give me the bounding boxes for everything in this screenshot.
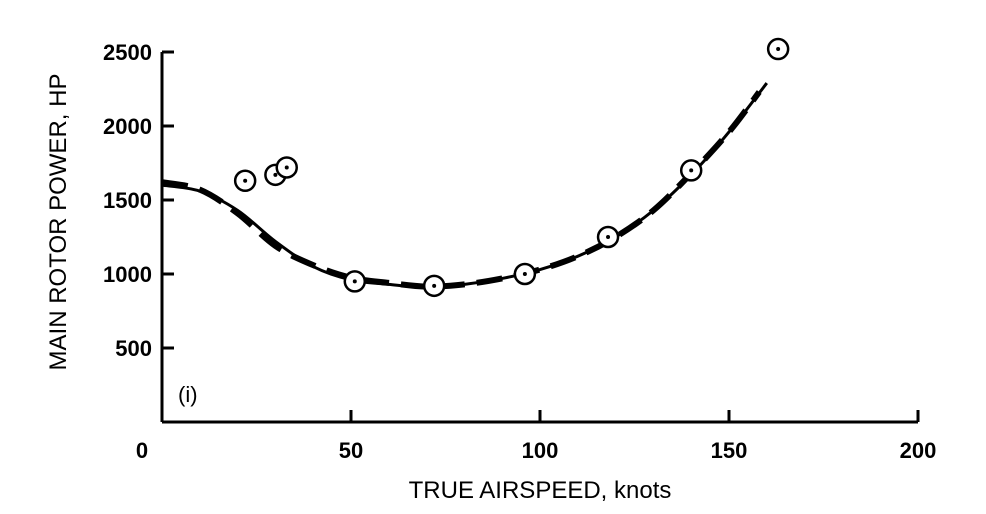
y-tick-label: 2000 <box>103 114 152 139</box>
data-point-center <box>243 178 248 183</box>
dashed-fit-line <box>161 90 762 290</box>
x-tick-label: 0 <box>136 438 148 463</box>
y-tick-label: 500 <box>115 336 152 361</box>
x-axis-title: TRUE AIRSPEED, knots <box>409 477 672 504</box>
panel-annotation: (i) <box>178 382 198 407</box>
y-tick-label: 2500 <box>103 40 152 65</box>
y-tick-labels: 500 1000 1500 2000 2500 <box>103 40 152 361</box>
x-tick-label: 100 <box>522 438 559 463</box>
data-point-center <box>284 165 289 170</box>
y-axis-title: MAIN ROTOR POWER, HP <box>45 74 72 371</box>
data-point-center <box>352 279 357 284</box>
series-lines <box>161 82 768 290</box>
data-point-center <box>689 168 694 173</box>
data-point-center <box>273 172 278 177</box>
data-point-center <box>776 47 781 52</box>
data-point-center <box>432 283 437 288</box>
axes <box>160 50 920 424</box>
x-tick-label: 200 <box>900 438 937 463</box>
data-point-center <box>522 272 527 276</box>
x-tick-label: 150 <box>711 438 748 463</box>
x-tick-label: 50 <box>339 438 363 463</box>
data-point-center <box>606 235 611 239</box>
y-tick-label: 1500 <box>103 188 152 213</box>
x-tick-labels: 0 50 100 150 200 <box>136 438 936 463</box>
data-points <box>233 37 790 298</box>
y-tick-label: 1000 <box>103 262 152 287</box>
